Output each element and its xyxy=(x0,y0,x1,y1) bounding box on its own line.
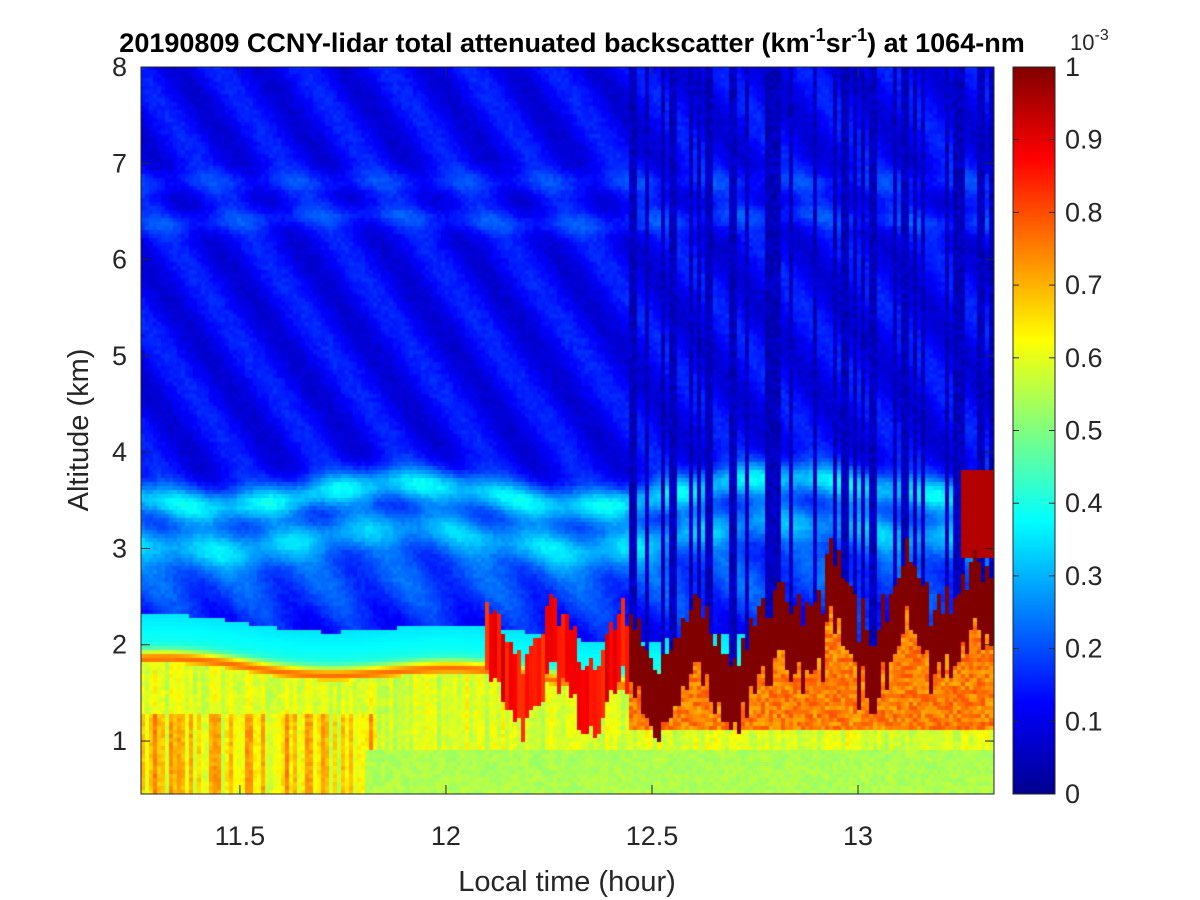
x-tick-label: 11.5 xyxy=(215,821,266,851)
y-tick-label: 7 xyxy=(112,148,127,178)
chart-title: 20190809 CCNY-lidar total attenuated bac… xyxy=(119,25,1024,58)
plot-frame xyxy=(140,66,995,795)
y-tick-label: 2 xyxy=(112,630,127,660)
x-tick-label: 12.5 xyxy=(626,821,679,851)
colorbar-tick-label: 0.1 xyxy=(1065,706,1103,736)
y-tick-label: 6 xyxy=(112,245,127,275)
colorbar-tick-label: 0 xyxy=(1065,779,1080,809)
colorbar-ticks: 0 0.1 0.2 0.3 0.4 0.5 0.6 0.7 0.8 0.9 1 xyxy=(1013,52,1103,809)
colorbar-multiplier: 10-3 xyxy=(1070,27,1109,55)
x-tick-label: 12 xyxy=(431,821,461,851)
x-axis: 11.5 12 12.5 13 xyxy=(215,67,873,851)
colorbar-tick-label: 0.7 xyxy=(1065,270,1103,300)
colorbar-tick-label: 0.5 xyxy=(1065,416,1103,446)
x-tick-label: 13 xyxy=(843,821,873,851)
colorbar-tick-label: 0.9 xyxy=(1065,125,1103,155)
y-tick-label: 5 xyxy=(112,341,127,371)
colorbar-tick-label: 1 xyxy=(1065,52,1080,82)
colorbar-gradient xyxy=(1012,66,1056,795)
colorbar: 0 0.1 0.2 0.3 0.4 0.5 0.6 0.7 0.8 0.9 1 10-3 xyxy=(1012,27,1109,809)
y-tick-label: 3 xyxy=(112,533,127,563)
y-tick-label: 8 xyxy=(112,52,127,82)
y-tick-label: 1 xyxy=(112,726,127,756)
heatmap-plot xyxy=(140,66,995,795)
colorbar-tick-label: 0.8 xyxy=(1065,197,1103,227)
y-axis: 1 2 3 4 5 6 7 8 xyxy=(112,52,994,756)
y-tick-label: 4 xyxy=(112,437,127,467)
x-axis-label: Local time (hour) xyxy=(458,866,676,898)
heatmap-canvas xyxy=(141,67,994,794)
y-axis-label: Altitude (km) xyxy=(63,349,95,512)
colorbar-tick-label: 0.4 xyxy=(1065,488,1103,518)
colorbar-tick-label: 0.3 xyxy=(1065,561,1103,591)
colorbar-tick-label: 0.6 xyxy=(1065,343,1103,373)
colorbar-tick-label: 0.2 xyxy=(1065,634,1103,664)
